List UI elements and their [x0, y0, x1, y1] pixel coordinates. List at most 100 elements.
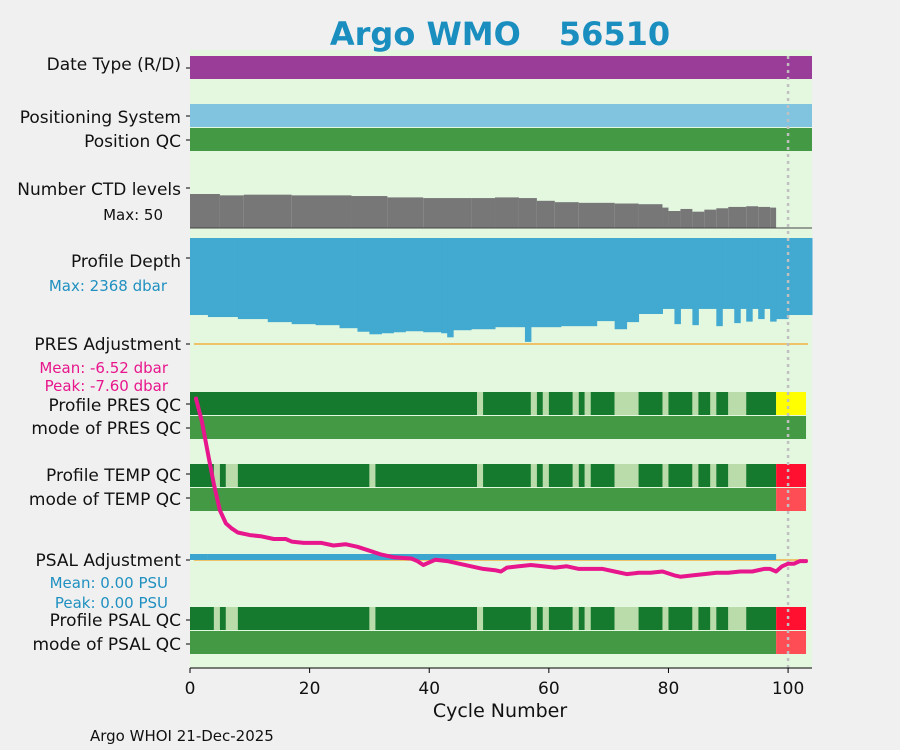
mode-temp-qc-segment	[776, 488, 807, 511]
label-mode-pres-qc: mode of PRES QC	[31, 419, 181, 439]
profile-psal-qc-segment	[225, 607, 238, 630]
profile-psal-qc-segment	[746, 607, 777, 630]
profile-pres-qc-segment	[728, 392, 747, 415]
ctd-level-bar	[704, 209, 717, 228]
profile-temp-qc-segment	[219, 464, 226, 487]
psal-adjustment-segment	[190, 554, 208, 560]
ctd-level-bar	[728, 206, 747, 228]
ctd-level-bar	[219, 195, 244, 228]
profile-depth-bar	[764, 238, 771, 309]
salinity-trace-layer	[194, 396, 808, 579]
profile-depth-bar	[267, 238, 293, 323]
profile-psal-qc-segment	[237, 607, 370, 630]
profile-psal-qc-segment	[530, 607, 537, 630]
profile-depth-bar	[315, 238, 341, 326]
profile-depth-bar	[590, 238, 598, 327]
profile-temp-qc-segment	[225, 464, 238, 487]
positioning-system-bar	[190, 104, 812, 127]
profile-pres-qc-segment	[190, 392, 478, 415]
profile-depth-bar	[638, 238, 663, 315]
profile-pres-qc-segment	[536, 392, 543, 415]
ctd-level-bar	[554, 202, 579, 228]
profile-psal-qc-segment	[578, 607, 585, 630]
profile-pres-qc-segment	[483, 392, 531, 415]
profile-pres-qc-segment	[572, 392, 579, 415]
ctd-level-bar	[578, 202, 615, 228]
profile-depth-bar	[530, 238, 562, 328]
profile-psal-qc-segment	[375, 607, 478, 630]
ctd-level-bar	[291, 195, 352, 228]
profile-depth-bar	[339, 238, 358, 329]
plot-panel	[190, 50, 812, 668]
x-tick-label: 20	[299, 679, 321, 699]
profile-pres-qc-segment	[578, 392, 585, 415]
profile-temp-qc-segment	[662, 464, 669, 487]
ctd-level-bar	[758, 206, 771, 228]
profile-temp-qc-segment	[237, 464, 370, 487]
profile-psal-qc-segment	[776, 607, 807, 630]
ctd-level-bar	[471, 198, 496, 228]
profile-depth-bar	[471, 238, 496, 330]
ctd-level-bar	[351, 196, 388, 228]
label-profile-pres-qc: Profile PRES QC	[48, 396, 181, 416]
profile-temp-qc-segment	[369, 464, 376, 487]
profile-temp-qc-segment	[638, 464, 663, 487]
mode-psal-qc-segment	[190, 631, 777, 654]
x-axis-label: Cycle Number	[433, 700, 567, 722]
ctd-levels-series	[190, 194, 812, 229]
profile-depth-bar	[734, 238, 741, 324]
profile-temp-qc-segment	[692, 464, 699, 487]
profile-depth-bar	[716, 238, 723, 327]
profile-pres-qc-segment	[590, 392, 615, 415]
label-profile-temp-qc: Profile TEMP QC	[46, 466, 181, 486]
ctd-level-bar	[536, 200, 555, 228]
profile-depth-bar	[788, 238, 813, 316]
profile-psal-qc-segment	[536, 607, 543, 630]
profile-psal-qc-segment	[614, 607, 639, 630]
profile-depth-bar	[405, 238, 424, 332]
profile-depth-bar	[752, 238, 759, 309]
ctd-level-bar	[680, 208, 693, 228]
ctd-level-bar	[746, 206, 759, 228]
profile-depth-bar	[662, 238, 675, 309]
profile-pres-qc-segment	[530, 392, 537, 415]
profile-temp-qc-segment	[668, 464, 693, 487]
ctd-level-bar	[190, 194, 220, 228]
profile-depth-bar	[495, 238, 520, 328]
profile-psal-qc-segment	[692, 607, 699, 630]
profile-temp-qc-segment	[542, 464, 549, 487]
profile-depth-bar	[291, 238, 317, 325]
profile-temp-qc-segment	[213, 464, 220, 487]
profile-psal-qc-segment	[477, 607, 484, 630]
profile-psal-qc-segment	[590, 607, 615, 630]
profile-temp-qc-segment	[698, 464, 711, 487]
ctd-level-bar	[614, 203, 639, 228]
label-ctd-levels: Number CTD levels	[17, 180, 181, 200]
row-bars	[190, 56, 812, 151]
profile-pres-qc-segment	[698, 392, 711, 415]
profile-temp-qc-segment	[578, 464, 585, 487]
profile-depth-series	[190, 238, 813, 342]
ctd-max-label: Max: 50	[103, 206, 163, 224]
psal-mean-label: Mean: 0.00 PSU	[50, 574, 168, 592]
profile-pres-qc-segment	[638, 392, 663, 415]
label-psal-adjustment: PSAL Adjustment	[36, 551, 182, 571]
position-qc-bar	[190, 128, 812, 151]
title-wmo-number: 56510	[559, 15, 670, 53]
ctd-level-bar	[662, 207, 669, 228]
profile-temp-qc-segment	[710, 464, 717, 487]
profile-temp-qc-segment	[776, 464, 807, 487]
ctd-level-bar	[243, 194, 292, 228]
profile-pres-qc-segment	[548, 392, 573, 415]
label-profile-psal-qc: Profile PSAL QC	[50, 611, 181, 631]
ctd-level-bar	[495, 197, 519, 228]
profile-psal-qc-segment	[662, 607, 669, 630]
profile-pres-qc-segment	[692, 392, 699, 415]
profile-depth-bar	[596, 238, 616, 322]
profile-pres-qc-segment	[584, 392, 591, 415]
profile-depth-bar	[770, 238, 777, 322]
profile-temp-qc-segment	[728, 464, 747, 487]
title-prefix: Argo WMO	[330, 15, 521, 53]
